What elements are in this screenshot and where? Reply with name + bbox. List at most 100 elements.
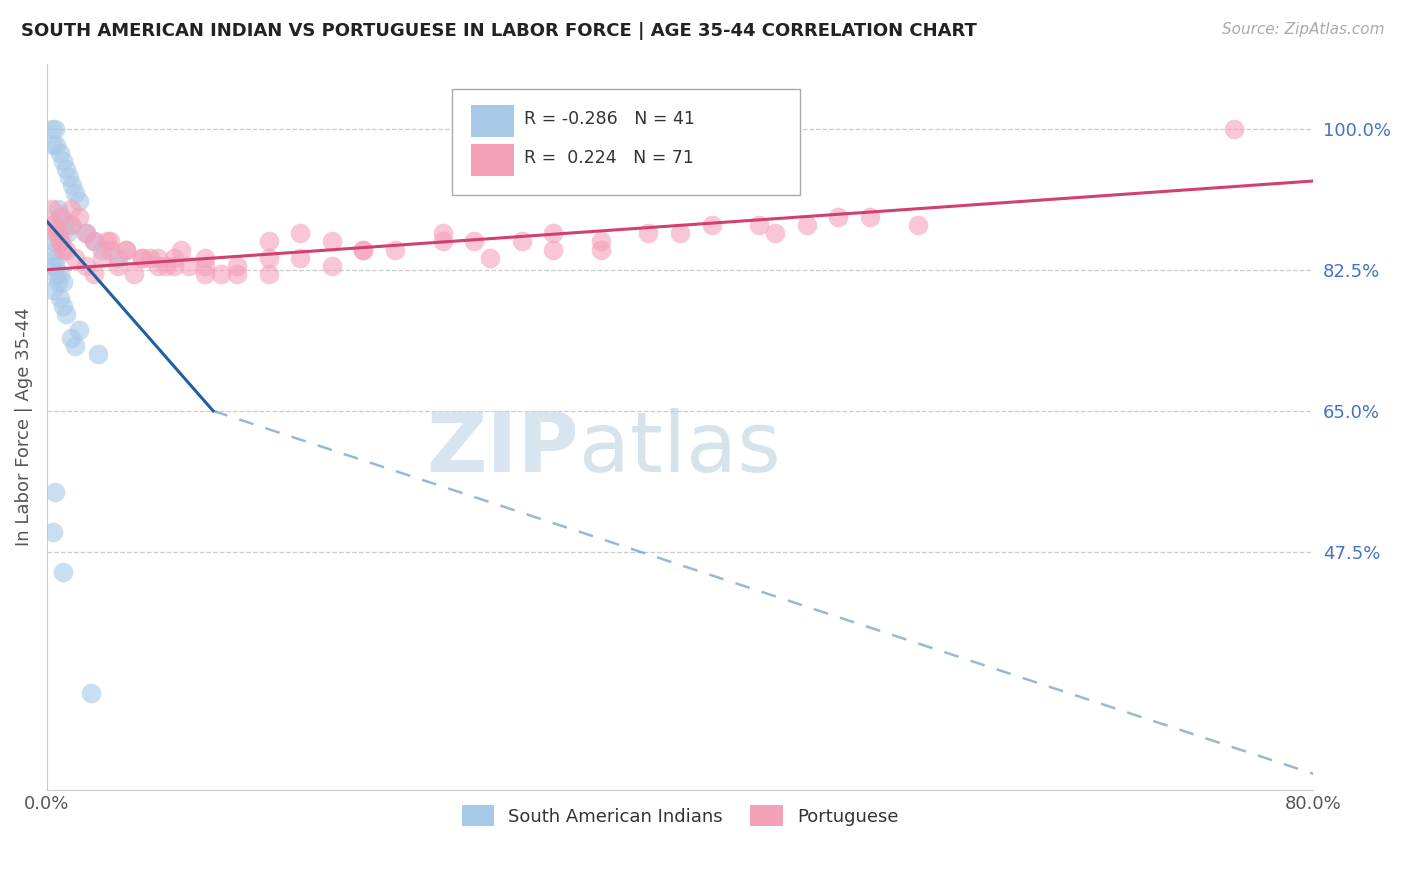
Text: R =  0.224   N = 71: R = 0.224 N = 71 — [524, 150, 695, 168]
Point — [45, 267, 67, 281]
Point — [45, 227, 67, 241]
Point — [56, 227, 79, 241]
Y-axis label: In Labor Force | Age 35-44: In Labor Force | Age 35-44 — [15, 308, 32, 546]
Point — [194, 259, 217, 273]
Point — [115, 243, 138, 257]
Point — [42, 137, 65, 152]
Point — [52, 299, 75, 313]
Point — [463, 235, 485, 249]
Point — [179, 259, 201, 273]
Point — [48, 291, 70, 305]
Point — [353, 243, 375, 257]
Point — [162, 259, 184, 273]
Point — [98, 243, 121, 257]
Point — [257, 235, 280, 249]
Point — [83, 267, 105, 281]
Point — [432, 227, 454, 241]
Point — [48, 267, 70, 281]
Point — [55, 161, 77, 176]
Point — [122, 267, 145, 281]
Point — [44, 121, 66, 136]
Point — [209, 267, 232, 281]
Point — [288, 227, 311, 241]
Point — [827, 211, 849, 225]
Point — [55, 243, 77, 257]
Point — [75, 259, 97, 273]
Point — [52, 243, 75, 257]
Point — [41, 259, 63, 273]
Point — [75, 227, 97, 241]
Point — [225, 267, 247, 281]
Point — [859, 211, 882, 225]
Point — [170, 243, 193, 257]
Point — [1223, 121, 1246, 136]
Point — [589, 235, 612, 249]
Point — [46, 227, 69, 241]
Point — [60, 178, 83, 192]
Point — [91, 251, 114, 265]
Point — [42, 283, 65, 297]
Point — [543, 243, 565, 257]
Point — [257, 251, 280, 265]
Point — [67, 323, 90, 337]
Point — [669, 227, 692, 241]
Point — [321, 235, 343, 249]
Point — [53, 219, 76, 233]
Point — [115, 243, 138, 257]
FancyBboxPatch shape — [453, 89, 800, 194]
Point — [907, 219, 929, 233]
Point — [83, 235, 105, 249]
Point — [162, 251, 184, 265]
Point — [194, 251, 217, 265]
Point — [748, 219, 770, 233]
Point — [59, 331, 82, 345]
FancyBboxPatch shape — [471, 104, 515, 136]
Point — [42, 219, 65, 233]
Point — [45, 251, 67, 265]
Point — [796, 219, 818, 233]
Point — [52, 565, 75, 579]
Point — [59, 219, 82, 233]
Point — [131, 251, 153, 265]
Point — [67, 211, 90, 225]
Point — [65, 251, 87, 265]
Point — [80, 686, 103, 700]
Point — [637, 227, 659, 241]
Point — [353, 243, 375, 257]
Point — [479, 251, 502, 265]
Point — [48, 211, 70, 225]
Point — [155, 259, 177, 273]
Point — [41, 202, 63, 217]
Point — [98, 235, 121, 249]
Point — [96, 235, 118, 249]
Text: SOUTH AMERICAN INDIAN VS PORTUGUESE IN LABOR FORCE | AGE 35-44 CORRELATION CHART: SOUTH AMERICAN INDIAN VS PORTUGUESE IN L… — [21, 22, 977, 40]
Legend: South American Indians, Portuguese: South American Indians, Portuguese — [453, 797, 908, 835]
Point — [44, 259, 66, 273]
Text: R = -0.286   N = 41: R = -0.286 N = 41 — [524, 111, 695, 128]
Point — [44, 219, 66, 233]
Point — [42, 235, 65, 249]
Point — [67, 194, 90, 209]
Point — [225, 259, 247, 273]
Point — [65, 339, 87, 353]
Point — [384, 243, 406, 257]
Point — [146, 251, 169, 265]
Point — [52, 275, 75, 289]
Point — [510, 235, 533, 249]
Point — [107, 259, 129, 273]
Point — [83, 235, 105, 249]
Point — [55, 307, 77, 321]
Point — [131, 251, 153, 265]
Point — [42, 524, 65, 539]
Point — [86, 347, 108, 361]
Text: ZIP: ZIP — [426, 409, 579, 490]
Point — [65, 186, 87, 200]
Point — [41, 121, 63, 136]
Text: Source: ZipAtlas.com: Source: ZipAtlas.com — [1222, 22, 1385, 37]
Point — [589, 243, 612, 257]
Point — [44, 243, 66, 257]
Point — [194, 267, 217, 281]
Point — [49, 211, 72, 225]
Point — [257, 267, 280, 281]
Point — [46, 202, 69, 217]
